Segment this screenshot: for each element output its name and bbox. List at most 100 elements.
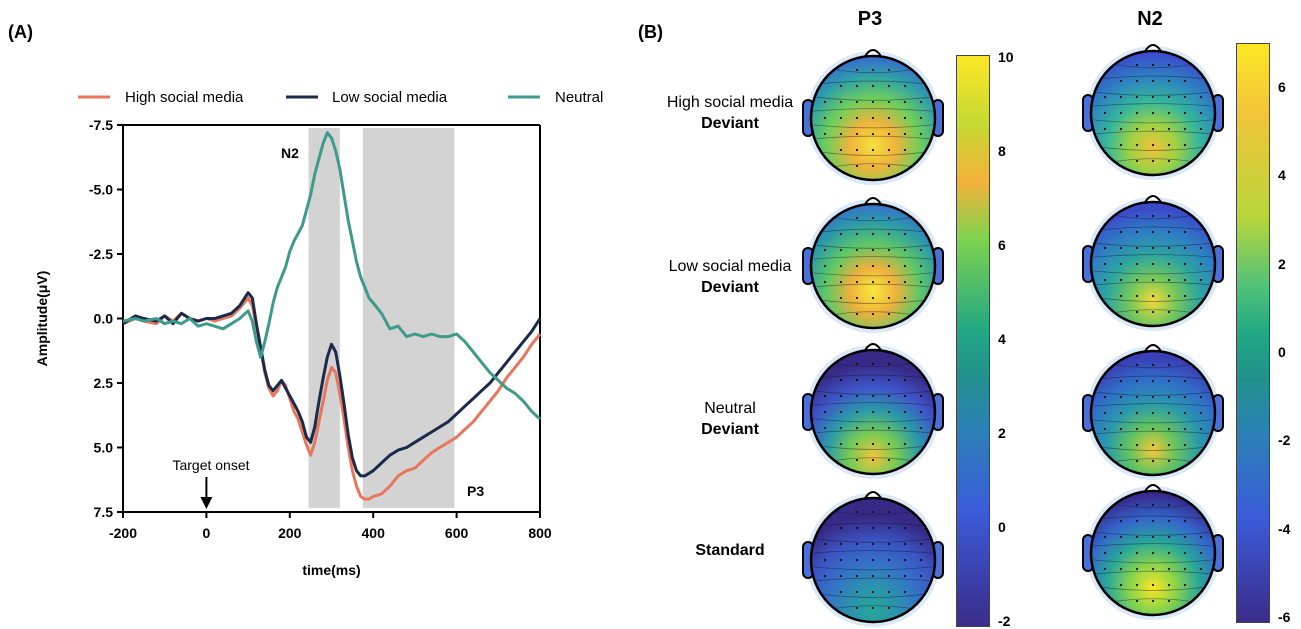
contour-line (1096, 281, 1210, 286)
electrode-dot (1103, 111, 1107, 115)
p3-colorbar (956, 55, 990, 627)
y-axis-label: Amplitude(μV) (34, 271, 50, 367)
electrode-dot (1135, 95, 1139, 99)
electrode-dot (1151, 278, 1155, 282)
row-label-neutral-line2: Deviant (701, 421, 759, 438)
row-label-high-line1: High social media (666, 94, 794, 111)
contour-line (816, 96, 930, 101)
electrode-dot (1151, 262, 1155, 266)
contour-line (835, 363, 911, 368)
electrode-dot (1103, 262, 1107, 266)
electrode-dot (1119, 519, 1123, 523)
electrode-dot (871, 526, 875, 530)
electrode-dot (919, 574, 923, 578)
electrode-dot (1151, 159, 1155, 163)
electrode-dot (1119, 246, 1123, 250)
contour-line (1103, 447, 1203, 451)
electrode-dot (887, 442, 891, 446)
electrode-dot (839, 542, 843, 546)
contour-line (1096, 391, 1210, 396)
onset-arrow-head (200, 497, 213, 509)
electrode-dot (855, 458, 859, 462)
contour-line (813, 124, 933, 129)
electrode-dot (1103, 246, 1107, 250)
electrode-dot (823, 280, 827, 284)
x-tick-label: -200 (109, 525, 137, 541)
electrode-dot (1135, 262, 1139, 266)
electrode-dot (1103, 411, 1107, 415)
electrode-dot (1135, 519, 1139, 523)
electrode-dot (1103, 127, 1107, 131)
electrode-dot (903, 526, 907, 530)
contour-line (1115, 458, 1191, 462)
electrode-dot (823, 410, 827, 414)
electrode-dot (1135, 427, 1139, 431)
electrode-dot (1183, 427, 1187, 431)
electrode-dot (839, 116, 843, 120)
n2-colorbar-tick: 0 (1278, 344, 1286, 360)
electrode-dot (887, 510, 891, 514)
electrode-dot (1119, 443, 1123, 447)
contour-line (1096, 91, 1210, 96)
row-label-neutral: Neutral Deviant (635, 398, 825, 440)
topo-head-5 (1082, 344, 1224, 480)
contour-line (813, 550, 933, 554)
y-tick-label: 5.0 (94, 440, 114, 456)
electrode-dot (1135, 159, 1139, 163)
erp-line-chart: -7.5 -5.0 -2.5 0.0 2.5 5.0 7.5 -200 0 200 400 600 80… (34, 89, 603, 578)
electrode-dot (887, 426, 891, 430)
electrode-dot (919, 542, 923, 546)
electrode-dot (823, 248, 827, 252)
legend-label: High social media (125, 89, 244, 106)
electrode-dot (1183, 111, 1187, 115)
electrode-dot (1183, 535, 1187, 539)
electrode-dot (1167, 143, 1171, 147)
electrode-dot (903, 264, 907, 268)
n2-colorbar-tick: -4 (1278, 520, 1291, 537)
contour-line (835, 217, 911, 222)
contour-line (813, 566, 933, 571)
electrode-dot (1135, 278, 1139, 282)
row-label-low-line2: Deviant (701, 279, 759, 296)
electrode-dot (855, 606, 859, 610)
contour-line (835, 511, 911, 516)
electrode-dot (839, 148, 843, 152)
electrode-dot (887, 394, 891, 398)
electrode-dot (887, 264, 891, 268)
electrode-dot (855, 100, 859, 104)
electrode-dot (1167, 443, 1171, 447)
electrode-dot (919, 410, 923, 414)
electrode-dot (1183, 278, 1187, 282)
electrode-dot (839, 394, 843, 398)
p3-colorbar-tick: -2 (998, 613, 1011, 629)
electrode-dot (871, 542, 875, 546)
electrode-dot (1151, 567, 1155, 571)
electrode-dot (919, 394, 923, 398)
electrode-dot (1167, 599, 1171, 603)
electrode-dot (1199, 427, 1203, 431)
electrode-dot (1119, 395, 1123, 399)
topo-head-1 (1082, 44, 1224, 180)
legend-label: Neutral (555, 89, 603, 106)
electrode-dot (855, 68, 859, 72)
p3-colorbar-tick: 8 (998, 143, 1006, 159)
electrode-dot (1151, 127, 1155, 131)
p3-colorbar-tick: 10 (998, 49, 1014, 65)
electrode-dot (871, 132, 875, 136)
electrode-dot (1119, 379, 1123, 383)
electrode-dot (839, 410, 843, 414)
electrode-dot (871, 296, 875, 300)
electrode-dot (887, 100, 891, 104)
electrode-dot (839, 100, 843, 104)
electrode-dot (887, 542, 891, 546)
electrode-dot (1183, 262, 1187, 266)
electrode-dot (1183, 443, 1187, 447)
electrode-dot (855, 410, 859, 414)
electrode-dot (887, 362, 891, 366)
electrode-dot (823, 426, 827, 430)
y-tick-label: -5.0 (89, 182, 113, 198)
electrode-dot (1151, 143, 1155, 147)
electrode-dot (1183, 411, 1187, 415)
electrode-dot (871, 312, 875, 316)
contour-line (813, 272, 933, 277)
